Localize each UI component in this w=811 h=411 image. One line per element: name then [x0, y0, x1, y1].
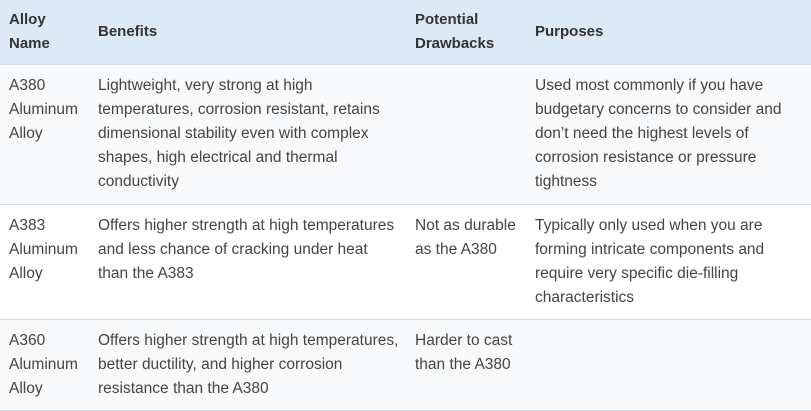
cell-alloy-name: A360 Aluminum Alloy [0, 318, 89, 411]
header-row: Alloy Name Benefits Potential Drawbacks … [0, 0, 811, 64]
header-alloy-name: Alloy Name [0, 0, 89, 64]
cell-purposes: Used most commonly if you have budgetary… [526, 63, 811, 204]
cell-alloy-name: A383 Aluminum Alloy [0, 203, 89, 319]
header-potential-drawbacks: Potential Drawbacks [406, 0, 526, 64]
cell-drawbacks: Not as durable as the A380 [406, 203, 526, 319]
cell-benefits: Offers higher strength at high temperatu… [89, 318, 406, 411]
table-header: Alloy Name Benefits Potential Drawbacks … [0, 0, 811, 64]
cell-purposes [526, 318, 811, 411]
header-benefits: Benefits [89, 0, 406, 64]
cell-drawbacks: Harder to cast than the A380 [406, 318, 526, 411]
cell-benefits: Lightweight, very strong at high tempera… [89, 63, 406, 204]
table-row: A383 Aluminum Alloy Offers higher streng… [0, 203, 811, 319]
table-row: A360 Aluminum Alloy Offers higher streng… [0, 318, 811, 411]
cell-benefits: Offers higher strength at high temperatu… [89, 203, 406, 319]
header-purposes: Purposes [526, 0, 811, 64]
cell-drawbacks [406, 63, 526, 204]
cell-purposes: Typically only used when you are forming… [526, 203, 811, 319]
cell-alloy-name: A380 Aluminum Alloy [0, 63, 89, 204]
table-row: A380 Aluminum Alloy Lightweight, very st… [0, 63, 811, 204]
table-body: A380 Aluminum Alloy Lightweight, very st… [0, 63, 811, 411]
